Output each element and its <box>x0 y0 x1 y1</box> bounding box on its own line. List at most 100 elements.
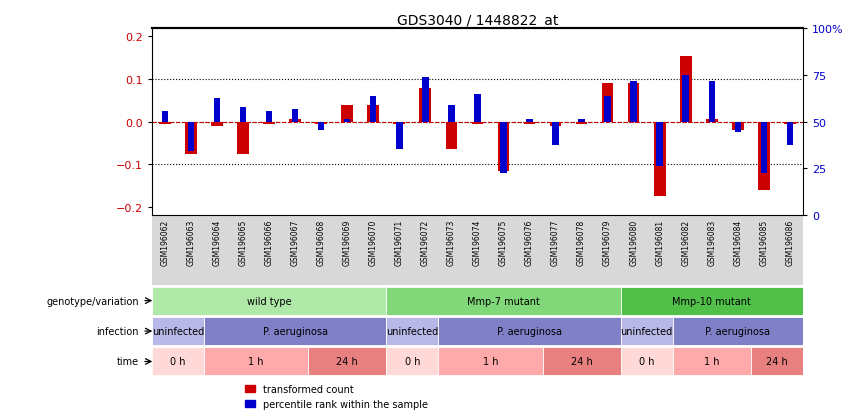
Bar <box>419 88 431 122</box>
Bar <box>318 122 325 131</box>
Legend: transformed count, percentile rank within the sample: transformed count, percentile rank withi… <box>241 380 431 413</box>
FancyBboxPatch shape <box>386 348 438 375</box>
Text: GSM196067: GSM196067 <box>291 219 299 266</box>
Text: uninfected: uninfected <box>386 326 438 336</box>
Text: 1 h: 1 h <box>704 356 720 367</box>
Text: GSM196077: GSM196077 <box>551 219 560 266</box>
Text: wild type: wild type <box>247 296 292 306</box>
Bar <box>706 120 718 122</box>
Text: 1 h: 1 h <box>483 356 498 367</box>
Text: 24 h: 24 h <box>570 356 593 367</box>
Title: GDS3040 / 1448822_at: GDS3040 / 1448822_at <box>397 14 558 28</box>
Text: GSM196082: GSM196082 <box>681 219 690 265</box>
Bar <box>185 122 197 154</box>
Text: GSM196083: GSM196083 <box>707 219 716 265</box>
Text: GSM196063: GSM196063 <box>187 219 195 266</box>
Text: P. aeruginosa: P. aeruginosa <box>263 326 327 336</box>
Text: GSM196062: GSM196062 <box>161 219 169 265</box>
Bar <box>161 112 168 122</box>
Bar <box>315 122 327 124</box>
Bar <box>474 95 481 122</box>
Text: Mmp-10 mutant: Mmp-10 mutant <box>673 296 751 306</box>
FancyBboxPatch shape <box>152 317 204 345</box>
Bar <box>370 97 377 122</box>
Bar <box>341 105 353 122</box>
Bar <box>630 82 637 122</box>
FancyBboxPatch shape <box>621 287 803 315</box>
FancyBboxPatch shape <box>542 348 621 375</box>
Bar <box>266 112 273 122</box>
Text: GSM196073: GSM196073 <box>447 219 456 266</box>
Bar <box>786 122 793 146</box>
Bar <box>240 107 247 122</box>
FancyBboxPatch shape <box>621 348 673 375</box>
Text: 24 h: 24 h <box>766 356 788 367</box>
Bar <box>396 122 403 150</box>
Text: GSM196081: GSM196081 <box>655 219 664 265</box>
Text: GSM196070: GSM196070 <box>369 219 378 266</box>
Text: GSM196074: GSM196074 <box>473 219 482 266</box>
Bar <box>237 122 249 154</box>
FancyBboxPatch shape <box>438 317 621 345</box>
FancyBboxPatch shape <box>152 348 204 375</box>
Bar <box>549 122 562 126</box>
Text: Mmp-7 mutant: Mmp-7 mutant <box>467 296 540 306</box>
Bar <box>159 122 171 124</box>
FancyBboxPatch shape <box>152 287 386 315</box>
Bar <box>732 122 744 131</box>
Bar <box>471 122 483 124</box>
Bar <box>422 78 429 122</box>
FancyBboxPatch shape <box>386 317 438 345</box>
Bar <box>211 122 223 126</box>
Text: 0 h: 0 h <box>404 356 420 367</box>
FancyBboxPatch shape <box>204 317 386 345</box>
Text: GSM196086: GSM196086 <box>786 219 794 265</box>
Text: GSM196066: GSM196066 <box>265 219 273 266</box>
Bar <box>575 122 588 124</box>
Bar <box>344 120 351 122</box>
Text: 24 h: 24 h <box>336 356 358 367</box>
Text: GSM196069: GSM196069 <box>343 219 352 266</box>
Text: GSM196080: GSM196080 <box>629 219 638 265</box>
Text: GSM196076: GSM196076 <box>525 219 534 266</box>
Text: uninfected: uninfected <box>152 326 204 336</box>
Text: 0 h: 0 h <box>639 356 654 367</box>
Bar <box>500 122 507 173</box>
Text: GSM196064: GSM196064 <box>213 219 221 266</box>
Bar <box>292 109 299 122</box>
Bar <box>682 76 689 122</box>
Bar <box>393 122 405 124</box>
Text: time: time <box>117 356 139 367</box>
FancyBboxPatch shape <box>308 348 386 375</box>
FancyBboxPatch shape <box>386 287 621 315</box>
Text: uninfected: uninfected <box>621 326 673 336</box>
Text: GSM196085: GSM196085 <box>760 219 768 265</box>
Bar <box>760 122 767 173</box>
Text: GSM196072: GSM196072 <box>421 219 430 265</box>
Bar <box>367 105 379 122</box>
Bar <box>187 122 194 152</box>
Bar <box>578 120 585 122</box>
Bar <box>628 84 640 122</box>
Text: infection: infection <box>96 326 139 336</box>
Text: GSM196071: GSM196071 <box>395 219 404 265</box>
Bar <box>448 105 455 122</box>
Text: GSM196065: GSM196065 <box>239 219 247 266</box>
Text: GSM196078: GSM196078 <box>577 219 586 265</box>
Bar <box>526 120 533 122</box>
Bar <box>656 122 663 167</box>
Bar <box>289 120 301 122</box>
Bar <box>523 122 536 124</box>
Bar <box>445 122 457 150</box>
Text: GSM196075: GSM196075 <box>499 219 508 266</box>
Bar <box>602 84 614 122</box>
Text: genotype/variation: genotype/variation <box>46 296 139 306</box>
FancyBboxPatch shape <box>673 317 803 345</box>
Bar <box>758 122 770 190</box>
Bar <box>552 122 559 146</box>
Bar <box>734 122 741 133</box>
Bar <box>604 97 611 122</box>
FancyBboxPatch shape <box>204 348 308 375</box>
Bar <box>654 122 666 197</box>
Text: GSM196068: GSM196068 <box>317 219 326 265</box>
